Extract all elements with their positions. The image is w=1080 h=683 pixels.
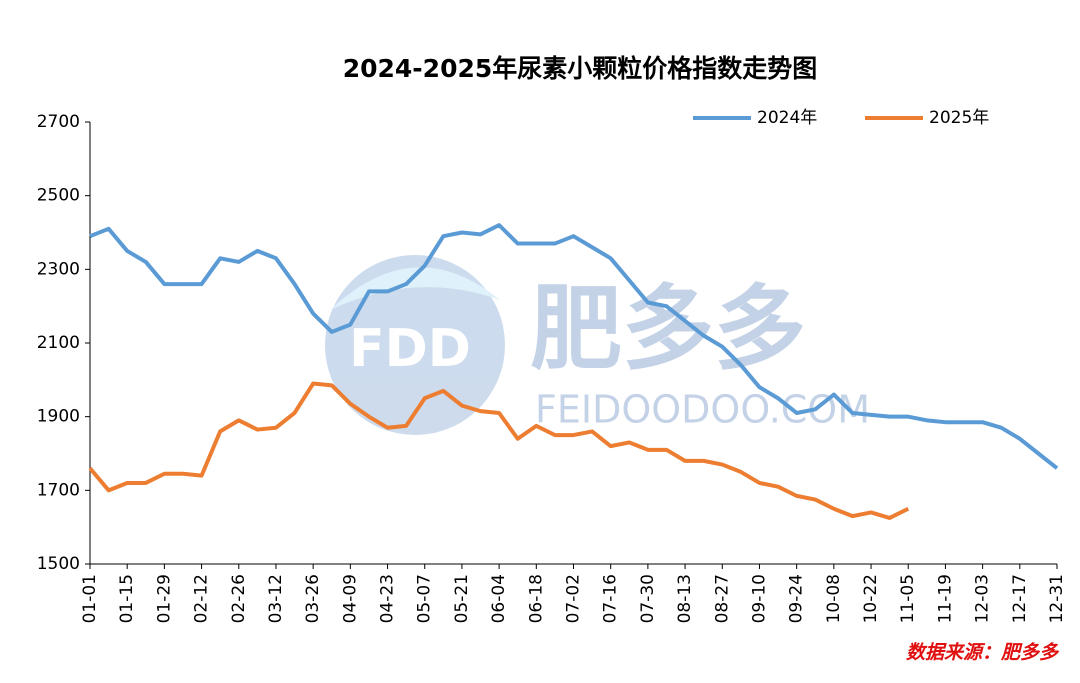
series-line xyxy=(88,381,910,520)
x-tick-label: 03-26 xyxy=(303,574,323,623)
x-tick-label: 09-10 xyxy=(749,574,769,623)
x-tick-label: 11-19 xyxy=(935,574,955,623)
x-tick-label: 08-13 xyxy=(675,574,695,623)
watermark-name: 肥多多 xyxy=(530,275,806,382)
x-tick-label: 01-29 xyxy=(154,574,174,623)
chart-title: 2024-2025年尿素小颗粒价格指数走势图 xyxy=(343,54,818,83)
x-tick-label: 12-17 xyxy=(1010,574,1030,623)
x-tick-label: 02-26 xyxy=(229,574,249,623)
x-tick-label: 11-05 xyxy=(898,574,918,623)
y-tick-label: 1500 xyxy=(37,554,80,574)
x-tick-label: 04-09 xyxy=(340,574,360,623)
y-tick-label: 2500 xyxy=(37,186,80,206)
x-tick-label: 09-24 xyxy=(787,574,807,623)
x-tick-label: 05-21 xyxy=(452,574,472,623)
watermark-logo: FDD xyxy=(349,319,471,379)
x-tick-label: 01-01 xyxy=(80,574,100,623)
watermark-site: FEIDOODOO.COM xyxy=(535,388,870,432)
x-tick-label: 12-03 xyxy=(973,574,993,623)
y-tick-label: 2300 xyxy=(37,259,80,279)
legend-label: 2025年 xyxy=(929,108,989,128)
x-tick-label: 03-12 xyxy=(266,574,286,623)
x-tick-label: 12-31 xyxy=(1047,574,1067,623)
y-tick-label: 1900 xyxy=(37,407,80,427)
x-tick-label: 06-04 xyxy=(489,574,509,623)
series-line xyxy=(89,223,1059,470)
x-tick-label: 07-02 xyxy=(564,574,584,623)
y-tick-label: 1700 xyxy=(37,480,80,500)
x-tick-label: 08-27 xyxy=(712,574,732,623)
x-tick-label: 07-16 xyxy=(601,574,621,623)
y-tick-label: 2700 xyxy=(37,112,80,132)
x-tick-label: 04-23 xyxy=(378,574,398,623)
x-tick-label: 01-15 xyxy=(117,574,137,623)
x-tick-label: 05-07 xyxy=(415,574,435,623)
x-tick-label: 10-22 xyxy=(861,574,881,623)
watermark-logo-leaf xyxy=(330,267,500,310)
y-tick-label: 2100 xyxy=(37,333,80,353)
x-tick-label: 02-12 xyxy=(192,574,212,623)
x-tick-label: 06-18 xyxy=(526,574,546,623)
source-note: 数据来源：肥多多 xyxy=(906,642,1060,664)
x-tick-label: 07-30 xyxy=(638,574,658,623)
legend-label: 2024年 xyxy=(757,108,817,128)
watermark-logo-circle xyxy=(325,255,505,435)
x-tick-label: 10-08 xyxy=(824,574,844,623)
